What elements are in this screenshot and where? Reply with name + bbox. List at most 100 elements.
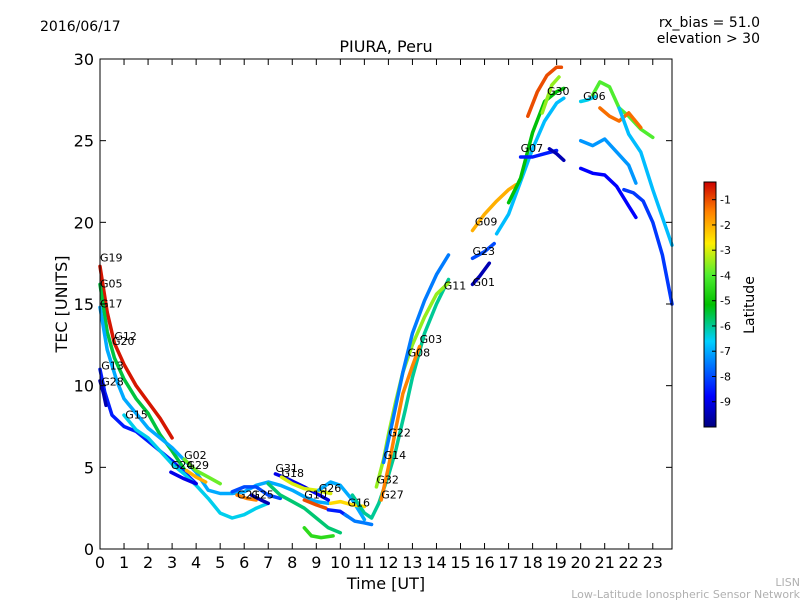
series-track-23 [379, 344, 422, 502]
series-track-28 [494, 96, 566, 236]
satellite-label-g14: G14 [384, 449, 407, 462]
colorbar-tick-label: -2 [720, 219, 731, 232]
x-tick-label: 15 [450, 553, 470, 572]
y-tick-label: 30 [74, 50, 94, 69]
series-track-9 [235, 493, 258, 502]
date-label: 2016/06/17 [40, 19, 121, 35]
satellite-label-g29: G29 [187, 459, 210, 472]
x-tick-label: 2 [143, 553, 153, 572]
satellite-label-g17: G17 [100, 297, 123, 310]
series-track-14 [266, 481, 343, 535]
x-tick-label: 20 [570, 553, 590, 572]
y-tick-label: 20 [74, 213, 94, 232]
satellite-label-g32: G32 [376, 474, 399, 487]
satellite-label-g24: G24 [171, 459, 194, 472]
colorbar-tick-label: -6 [720, 320, 731, 333]
x-tick-label: 7 [263, 553, 273, 572]
colorbar-tick-label: -3 [720, 244, 731, 257]
x-tick-label: 10 [330, 553, 350, 572]
series-track-16 [302, 526, 335, 540]
satellite-label-g08: G08 [408, 346, 431, 359]
satellite-label-g22: G22 [388, 426, 411, 439]
colorbar-tick-label: -4 [720, 269, 731, 282]
satellite-label-g11: G11 [444, 279, 467, 292]
x-tick-label: 21 [595, 553, 615, 572]
series-track-2 [98, 305, 331, 506]
rx-bias-label: rx_bias = 51.0 [659, 15, 760, 31]
satellite-label-g01: G01 [473, 276, 496, 289]
series-track-34 [578, 94, 597, 104]
colorbar-tick-label: -5 [720, 295, 731, 308]
series-track-10 [249, 493, 270, 506]
chart-title: PIURA, Peru [339, 37, 432, 56]
satellite-label-g12: G12 [114, 330, 137, 343]
x-tick-label: 8 [287, 553, 297, 572]
footer-network: Low-Latitude Ionospheric Sensor Network [571, 588, 800, 600]
x-axis-label: Time [UT] [346, 574, 425, 593]
x-tick-label: 14 [426, 553, 446, 572]
series-track-13 [279, 475, 333, 496]
x-tick-label: 23 [643, 553, 663, 572]
x-axis: 0 1 2 3 4 5 6 7 8 9 10 11 12 13 14 15 16 17 18 19 20 21 22 23 [95, 59, 663, 572]
y-tick-label: 15 [74, 295, 94, 314]
series-track-8 [184, 468, 208, 484]
x-tick-label: 13 [402, 553, 422, 572]
satellite-label-g02: G02 [184, 449, 207, 462]
colorbar: -1 -2 -3 -4 -5 -6 -7 -8 -9 Latitude [703, 181, 758, 428]
satellite-label-g31: G31 [275, 462, 298, 475]
colorbar-label: Latitude [742, 276, 758, 334]
series-track-21 [350, 277, 451, 520]
x-tick-label: 9 [311, 553, 321, 572]
colorbar-tick-label: -1 [720, 194, 731, 207]
series-track-29 [506, 86, 566, 205]
series-track-38 [622, 187, 674, 306]
series-track-24 [381, 253, 451, 465]
series-track-36 [598, 106, 643, 130]
series-track-0 [98, 264, 174, 440]
satellite-label-g13: G13 [101, 359, 124, 372]
satellite-label-g09: G09 [475, 216, 498, 229]
x-tick-label: 17 [498, 553, 518, 572]
y-tick-label: 25 [74, 132, 94, 151]
x-tick-label: 19 [546, 553, 566, 572]
series-track-33 [547, 147, 566, 163]
series-track-6 [182, 457, 222, 486]
colorbar-tick-label: -8 [720, 370, 731, 383]
y-axis-label: TEC [UNITS] [52, 256, 71, 354]
satellite-label-g05: G05 [100, 278, 123, 291]
x-tick-label: 11 [354, 553, 374, 572]
satellite-label-layer: G19G05G17G12G20G13G28G15G02G24G29G21G25G… [100, 85, 606, 510]
satellite-label-g06: G06 [583, 90, 606, 103]
x-tick-label: 18 [522, 553, 542, 572]
x-tick-label: 16 [474, 553, 494, 572]
satellite-label-g16: G16 [348, 497, 371, 510]
x-tick-label: 4 [191, 553, 201, 572]
satellite-label-g30: G30 [547, 85, 570, 98]
y-tick-label: 10 [74, 377, 94, 396]
series-track-20 [343, 512, 374, 527]
series-track-27 [470, 183, 518, 233]
x-tick-label: 3 [167, 553, 177, 572]
colorbar-tick-label: -7 [720, 345, 731, 358]
satellite-label-g15: G15 [125, 408, 148, 421]
footer-lisn: LISN [775, 576, 800, 589]
satellite-label-g23: G23 [473, 245, 496, 258]
x-tick-label: 5 [215, 553, 225, 572]
satellite-label-g10: G10 [304, 488, 327, 501]
satellite-label-g19: G19 [100, 252, 123, 265]
series-track-32 [518, 148, 559, 159]
series-track-7 [169, 470, 198, 486]
colorbar-gradient [703, 181, 717, 428]
satellite-label-g27: G27 [381, 488, 404, 501]
x-tick-label: 0 [95, 553, 105, 572]
series-layer [98, 65, 674, 540]
series-track-4 [98, 379, 108, 408]
series-track-26 [470, 241, 496, 261]
y-tick-label: 0 [84, 540, 94, 559]
x-tick-label: 12 [378, 553, 398, 572]
series-track-31 [540, 75, 561, 115]
satellite-label-g21: G21 [237, 488, 260, 501]
series-track-11 [230, 485, 283, 501]
satellite-label-g25: G25 [251, 488, 274, 501]
